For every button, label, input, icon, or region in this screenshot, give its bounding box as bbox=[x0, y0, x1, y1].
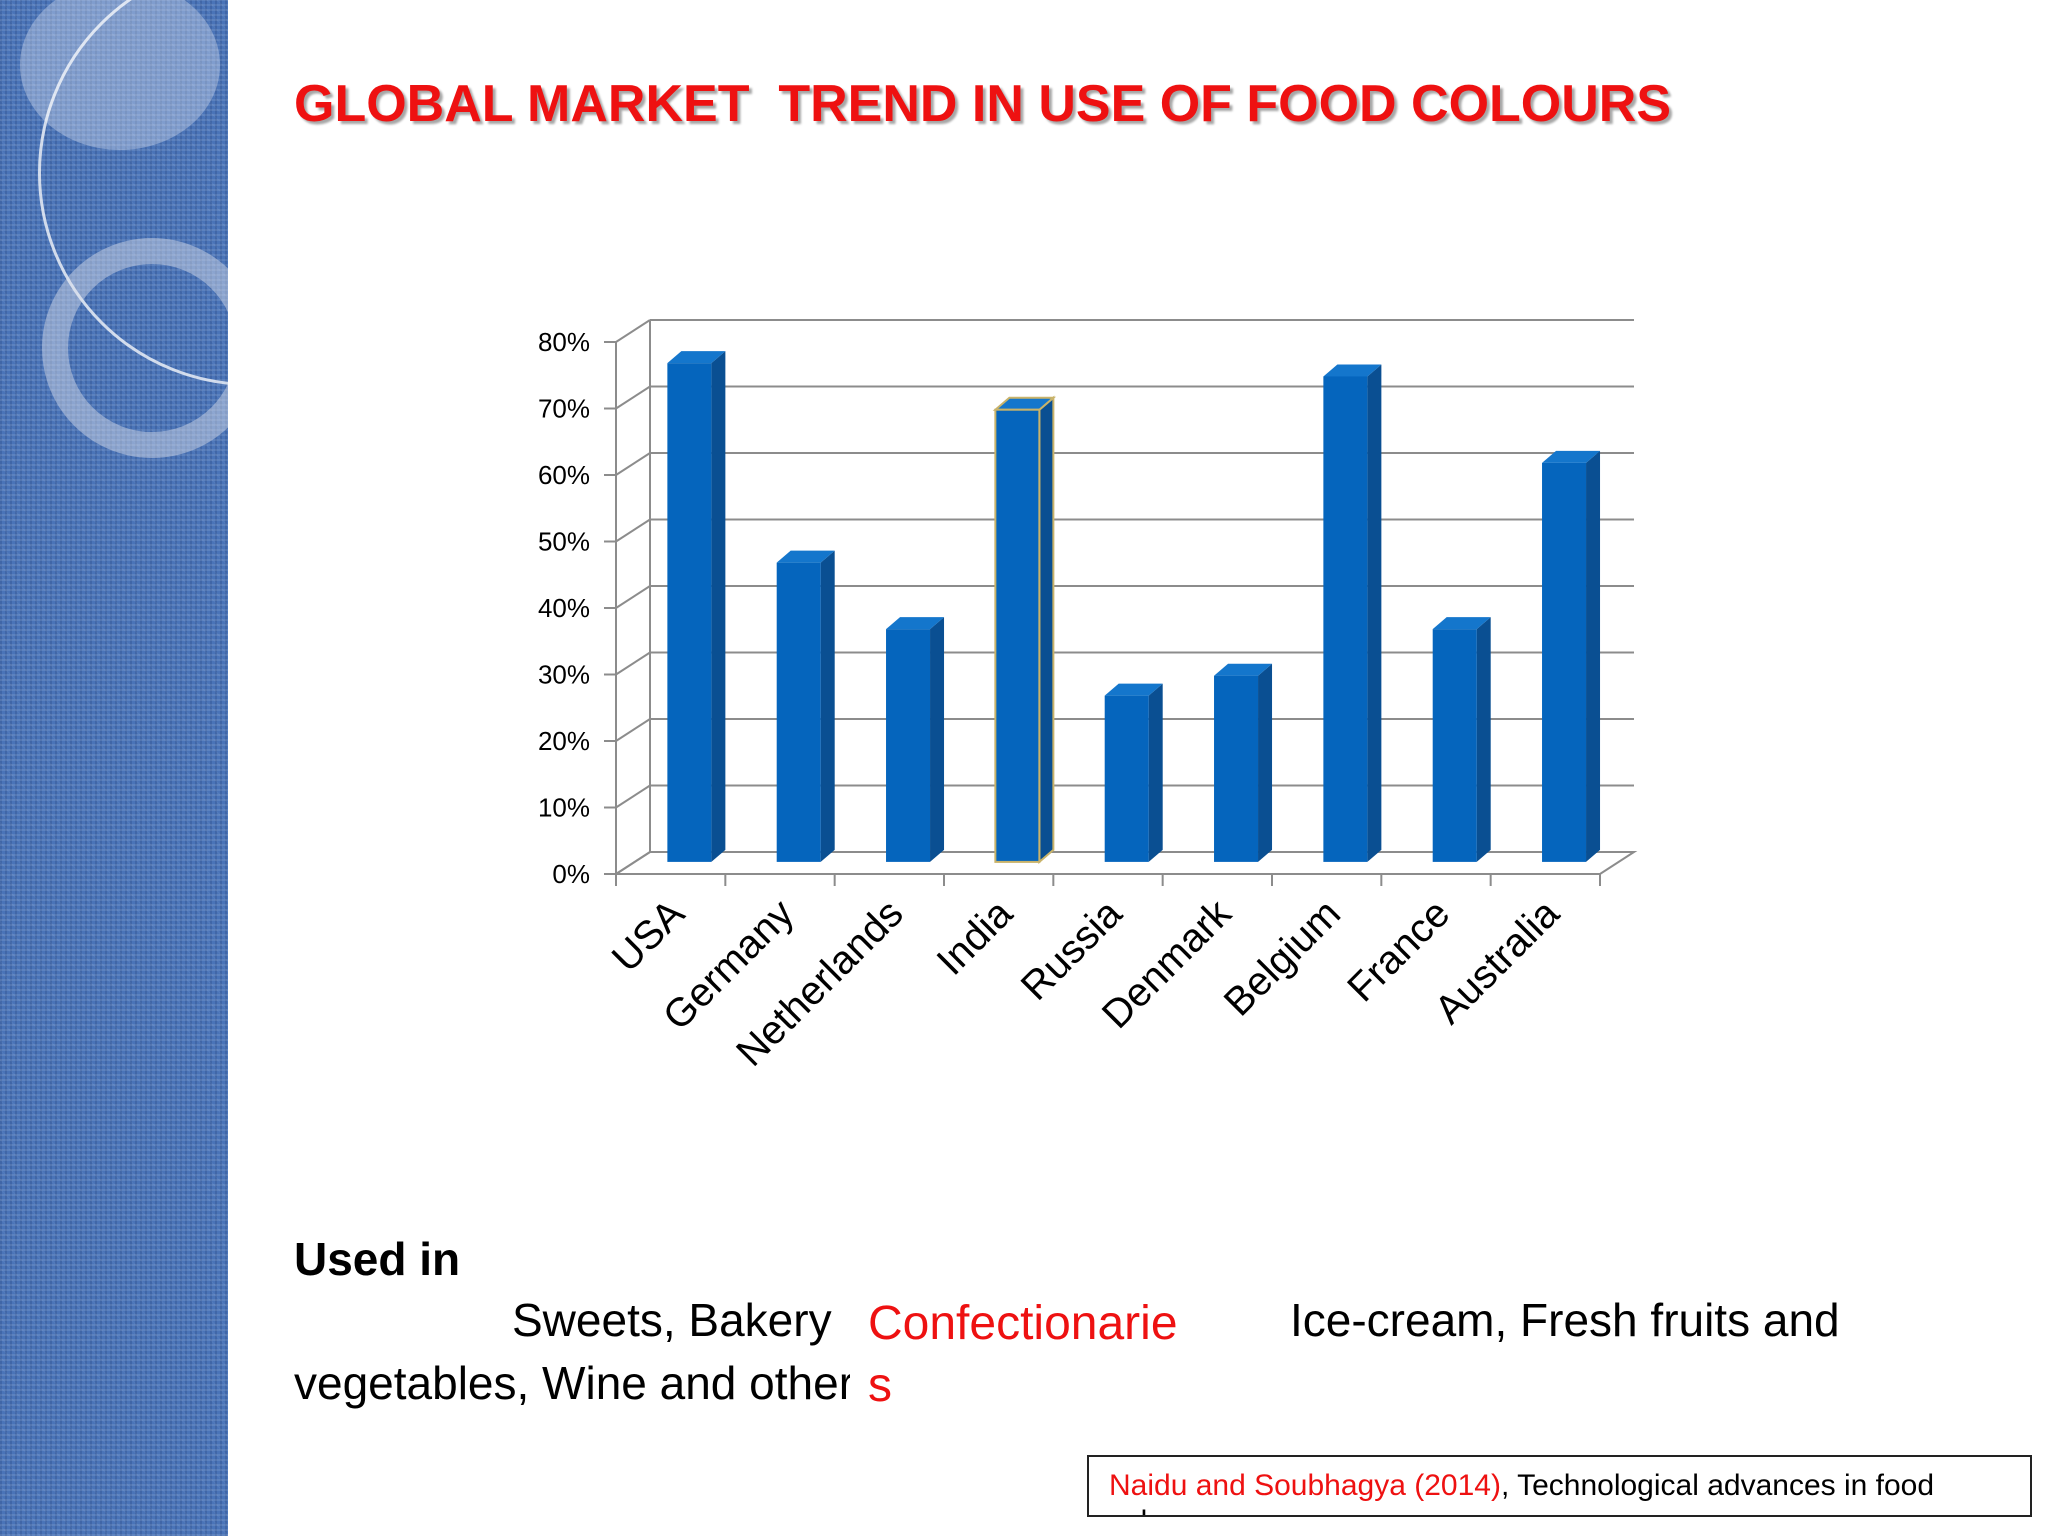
bar-front bbox=[1432, 629, 1477, 862]
y-tick-label: 0% bbox=[552, 859, 590, 889]
bar-front bbox=[1104, 695, 1149, 862]
bar-usa bbox=[667, 351, 726, 862]
slide-title: GLOBAL MARKET TREND IN USE OF FOOD COLOU… bbox=[294, 75, 1672, 133]
y-tick-label: 40% bbox=[538, 593, 590, 623]
bar-top bbox=[1214, 663, 1273, 676]
chart-bars bbox=[667, 351, 1601, 865]
decorative-side-strip bbox=[0, 0, 228, 1536]
bar-top bbox=[1323, 364, 1382, 377]
bar-side bbox=[1476, 617, 1491, 862]
overlay-word-tail: s bbox=[868, 1359, 892, 1412]
y-tick-label: 60% bbox=[538, 460, 590, 490]
side-gridline bbox=[615, 385, 651, 410]
bar-top bbox=[776, 550, 835, 563]
bar-netherlands bbox=[886, 617, 945, 862]
side-gridline bbox=[615, 585, 651, 609]
y-tick-label: 80% bbox=[538, 327, 590, 357]
y-tick-label: 20% bbox=[538, 726, 590, 756]
x-category-label: India bbox=[929, 891, 1022, 984]
bar-side bbox=[1586, 450, 1601, 862]
bar-top bbox=[667, 351, 726, 364]
bar-top bbox=[1542, 450, 1601, 463]
y-tick-label: 70% bbox=[538, 394, 590, 424]
bar-denmark bbox=[1214, 663, 1273, 862]
uses-line-1-start: Sweets, Bakery bbox=[512, 1294, 832, 1346]
bar-front bbox=[776, 562, 821, 862]
side-gridline bbox=[615, 718, 651, 742]
uses-line-2: vegetables, Wine and others bbox=[294, 1357, 878, 1409]
bar-side bbox=[1258, 663, 1273, 862]
bar-side bbox=[820, 550, 835, 862]
y-tick-label: 10% bbox=[538, 793, 590, 823]
used-in-heading: Used in bbox=[294, 1233, 461, 1285]
bar-front bbox=[994, 408, 1041, 863]
bar-top bbox=[886, 617, 945, 630]
bar-france bbox=[1432, 617, 1491, 862]
citation-box: Naidu and Soubhagya (2014), Technologica… bbox=[1087, 1455, 2032, 1517]
bar-belgium bbox=[1323, 364, 1382, 862]
citation-author: Naidu and Soubhagya (2014) bbox=[1109, 1469, 1501, 1502]
bar-front bbox=[1542, 462, 1587, 862]
bar-russia bbox=[1104, 683, 1163, 862]
x-category-label: USA bbox=[604, 891, 693, 980]
side-gridline bbox=[615, 319, 651, 343]
side-gridline bbox=[615, 651, 651, 676]
bar-india bbox=[992, 395, 1057, 865]
bar-side bbox=[930, 617, 945, 862]
bar-germany bbox=[776, 550, 835, 862]
citation-text: Naidu and Soubhagya (2014), Technologica… bbox=[1109, 1468, 2009, 1515]
bar-side bbox=[1038, 395, 1055, 865]
overlay-textbox bbox=[850, 1293, 1220, 1403]
bar-side bbox=[711, 351, 726, 862]
bar-front bbox=[886, 629, 931, 862]
bar-australia bbox=[1542, 450, 1601, 862]
bar-top bbox=[1104, 683, 1163, 696]
bar-front bbox=[1214, 675, 1259, 862]
citation-title: , Technological advances in food colours bbox=[1109, 1469, 1935, 1515]
bar-front bbox=[1323, 376, 1368, 862]
overlay-word: Confectionarie bbox=[868, 1297, 1178, 1350]
side-gridline bbox=[615, 784, 651, 809]
uses-line-1-end: Ice-cream, Fresh fruits and bbox=[1290, 1294, 1840, 1346]
bar-front bbox=[667, 363, 712, 862]
bar-side bbox=[1367, 364, 1382, 862]
y-tick-label: 50% bbox=[538, 527, 590, 557]
side-gridline bbox=[615, 518, 651, 543]
bar-top bbox=[1432, 617, 1491, 630]
y-tick-label: 30% bbox=[538, 660, 590, 690]
side-gridline bbox=[615, 452, 651, 476]
x-category-label: Belgium bbox=[1216, 891, 1349, 1024]
bar-side bbox=[1148, 683, 1163, 862]
